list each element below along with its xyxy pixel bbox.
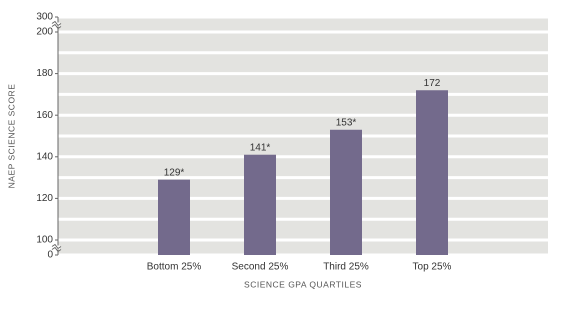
axis-break-gap bbox=[52, 22, 60, 27]
y-tick-label: 180 bbox=[36, 68, 53, 79]
bar bbox=[330, 129, 362, 255]
value-label: 172 bbox=[424, 78, 441, 89]
x-tick-label: Second 25% bbox=[232, 262, 289, 273]
bar bbox=[158, 179, 190, 255]
y-tick-label: 0 bbox=[47, 250, 53, 261]
x-tick-label: Third 25% bbox=[323, 262, 369, 273]
y-tick-label: 140 bbox=[36, 151, 53, 162]
value-label: 141* bbox=[250, 142, 271, 153]
y-tick-label: 120 bbox=[36, 193, 53, 204]
bar bbox=[416, 90, 448, 256]
value-label: 129* bbox=[164, 167, 185, 178]
x-tick-label: Top 25% bbox=[413, 262, 452, 273]
axis-break bbox=[51, 23, 62, 30]
x-tick-label: Bottom 25% bbox=[147, 262, 202, 273]
x-axis-title: SCIENCE GPA QUARTILES bbox=[244, 279, 362, 289]
value-label: 153* bbox=[336, 117, 357, 128]
y-tick-label: 300 bbox=[36, 12, 53, 23]
y-tick-label: 200 bbox=[36, 27, 53, 38]
bar bbox=[244, 154, 276, 255]
axis-break bbox=[51, 243, 62, 250]
axis-break bbox=[51, 246, 62, 253]
y-axis-title: NAEP SCIENCE SCORE bbox=[6, 84, 16, 189]
axis-break bbox=[51, 20, 62, 27]
y-tick-label: 100 bbox=[36, 235, 53, 246]
y-tick-label: 160 bbox=[36, 110, 53, 121]
axis-break-gap bbox=[52, 245, 60, 250]
